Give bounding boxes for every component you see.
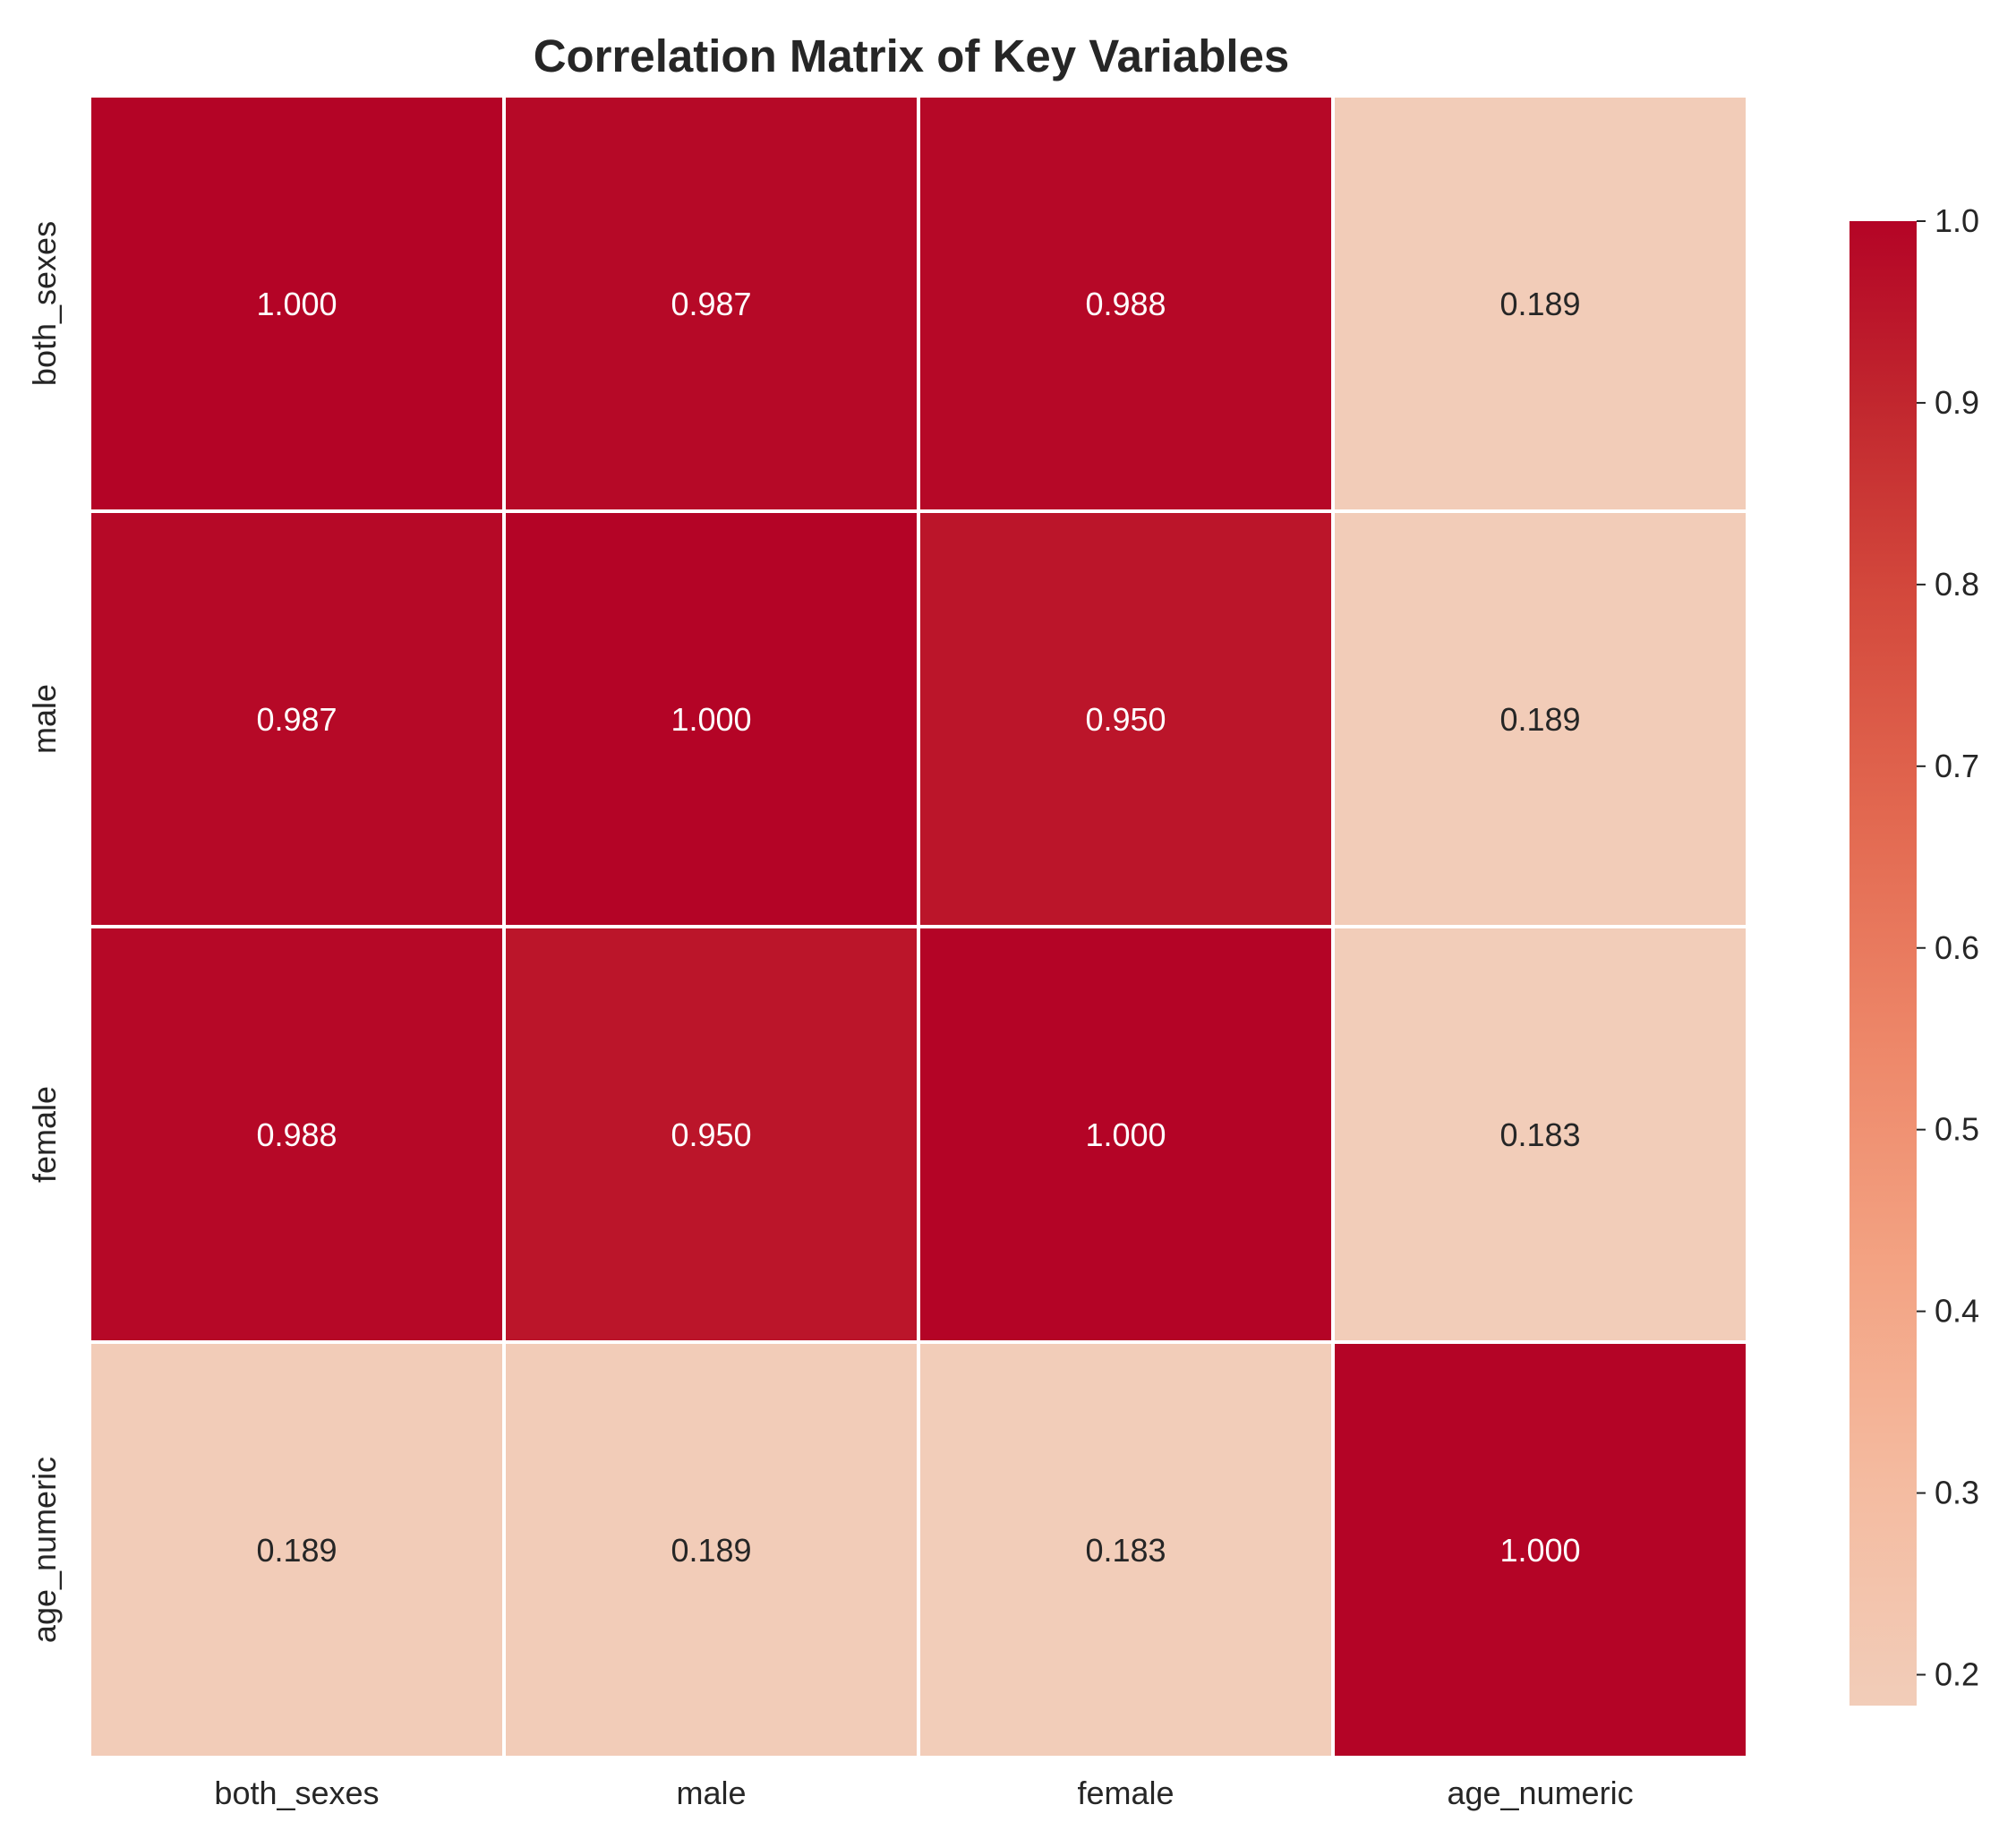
heatmap-cell-age_numeric-age_numeric	[1331, 1340, 1749, 1759]
heatmap-cell-male-male	[502, 509, 920, 928]
cell-value-label: 1.000	[671, 701, 751, 738]
y-tick-label-age_numeric: age_numeric	[26, 1457, 63, 1643]
cell-value-label: 0.987	[671, 286, 751, 322]
x-tick-label-both_sexes: both_sexes	[214, 1775, 379, 1811]
cell-value-label: 1.000	[1085, 1116, 1166, 1153]
cell-value-label: 0.950	[671, 1116, 751, 1153]
heatmap-cells	[88, 94, 1749, 1759]
colorbar-tick-label: 1.0	[1935, 202, 1979, 239]
cell-value-label: 0.988	[256, 1116, 337, 1153]
colorbar-tick-label: 0.5	[1935, 1111, 1979, 1148]
colorbar-tick-label: 0.7	[1935, 748, 1979, 784]
x-axis-tick-labels: both_sexes male female age_numeric	[214, 1775, 1633, 1811]
colorbar-tick-label: 0.9	[1935, 384, 1979, 421]
colorbar-tick-label: 0.3	[1935, 1475, 1979, 1511]
heatmap-cell-both_sexes-age_numeric	[1331, 94, 1749, 513]
cell-value-label: 0.189	[256, 1532, 337, 1569]
cell-value-label: 0.189	[1499, 286, 1580, 322]
x-tick-label-female: female	[1077, 1775, 1174, 1811]
heatmap-value-labels: 1.000 0.987 0.988 0.189 0.987 1.000 0.950 0.189…	[256, 286, 1580, 1569]
heatmap-cell-age_numeric-both_sexes	[88, 1340, 506, 1759]
heatmap-cell-both_sexes-female	[917, 94, 1335, 513]
y-tick-label-both_sexes: both_sexes	[26, 221, 63, 386]
chart-title: Correlation Matrix of Key Variables	[534, 30, 1290, 81]
x-tick-label-male: male	[676, 1775, 746, 1811]
cell-value-label: 0.183	[1085, 1532, 1166, 1569]
heatmap-cell-both_sexes-both_sexes	[88, 94, 506, 513]
colorbar-tick-label: 0.6	[1935, 929, 1979, 966]
heatmap-cell-age_numeric-male	[502, 1340, 920, 1759]
cell-value-label: 0.183	[1499, 1116, 1580, 1153]
cell-value-label: 1.000	[1499, 1532, 1580, 1569]
heatmap-cell-female-male	[502, 925, 920, 1344]
y-tick-label-female: female	[26, 1086, 63, 1183]
x-tick-label-age_numeric: age_numeric	[1447, 1775, 1633, 1811]
heatmap-cell-male-age_numeric	[1331, 509, 1749, 928]
colorbar-tick-label: 0.2	[1935, 1656, 1979, 1693]
heatmap-cell-male-both_sexes	[88, 509, 506, 928]
heatmap-cell-age_numeric-female	[917, 1340, 1335, 1759]
cell-value-label: 1.000	[256, 286, 337, 322]
heatmap-cell-female-age_numeric	[1331, 925, 1749, 1344]
cell-value-label: 0.189	[1499, 701, 1580, 738]
cell-value-label: 0.987	[256, 701, 337, 738]
colorbar-tick-label: 0.4	[1935, 1293, 1979, 1330]
colorbar: 0.2 0.3 0.4 0.5 0.6 0.7 0.8 0.9 1.0	[1849, 202, 1979, 1706]
cell-value-label: 0.988	[1085, 286, 1166, 322]
heatmap-cell-both_sexes-male	[502, 94, 920, 513]
colorbar-gradient	[1849, 221, 1917, 1706]
colorbar-tick-label: 0.8	[1935, 566, 1979, 603]
cell-value-label: 0.950	[1085, 701, 1166, 738]
y-tick-label-male: male	[26, 684, 63, 754]
cell-value-label: 0.189	[671, 1532, 751, 1569]
